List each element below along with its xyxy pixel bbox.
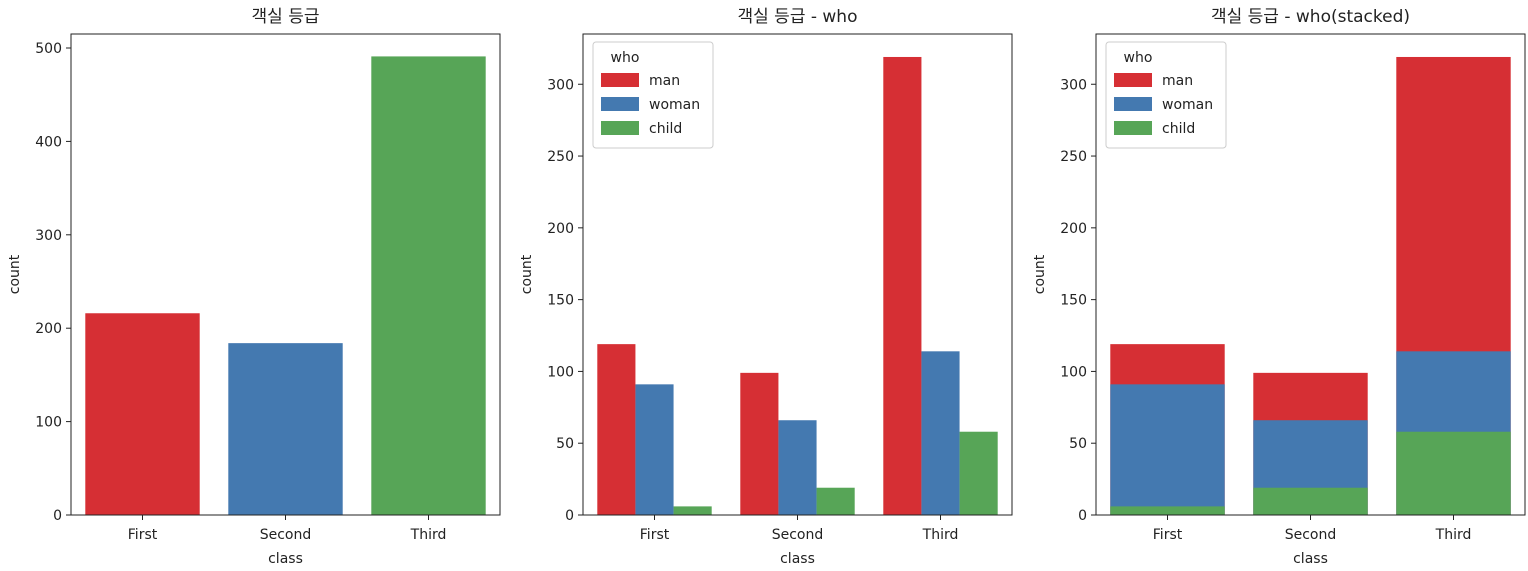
- y-axis-label: count: [1032, 254, 1048, 294]
- y-tick-label: 100: [1060, 364, 1087, 380]
- chart-panel-3: 0 50 100 150 200 250 300 First Second Third class c…: [1032, 7, 1526, 567]
- legend-title: who: [611, 50, 640, 66]
- y-tick-label: 300: [1060, 77, 1087, 93]
- y-tick-label: 250: [1060, 149, 1087, 165]
- chart-panel-1: 0 100 200 300 400 500 First Second Third class cou…: [7, 7, 501, 567]
- bar-second: [228, 343, 343, 515]
- y-tick-label: 150: [547, 293, 574, 309]
- y-tick-label: 200: [35, 321, 62, 337]
- y-tick-label: 0: [565, 508, 574, 524]
- y-tick-label: 100: [35, 415, 62, 431]
- y-tick-label: 200: [547, 221, 574, 237]
- bars-group: [1110, 56, 1511, 515]
- x-tick-label: First: [128, 527, 158, 543]
- chart-title: 객실 등급 - who(stacked): [1211, 7, 1410, 27]
- legend-swatch-man: [601, 73, 639, 87]
- bars-group: [85, 56, 486, 516]
- x-tick-label: Third: [410, 527, 447, 543]
- legend-title: who: [1124, 50, 1153, 66]
- x-axis-label: class: [1293, 551, 1328, 567]
- y-tick-label: 0: [1078, 508, 1087, 524]
- bar-child-first: [673, 506, 712, 515]
- y-axis-label: count: [519, 254, 535, 294]
- x-tick-label: Second: [1285, 527, 1337, 543]
- bar-child-first: [1110, 506, 1225, 515]
- bar-man-second: [740, 372, 779, 515]
- legend-label-man: man: [1162, 73, 1193, 89]
- chart-panel-2: 0 50 100 150 200 250 300 First Second Third class c…: [519, 7, 1013, 567]
- legend-label-woman: woman: [649, 97, 700, 113]
- y-tick-label: 300: [35, 228, 62, 244]
- legend-swatch-woman: [601, 97, 639, 111]
- legend-swatch-child: [601, 121, 639, 135]
- bar-child-second: [1253, 487, 1368, 515]
- bar-woman-second: [778, 420, 817, 515]
- x-tick-label: Third: [1435, 527, 1472, 543]
- legend-swatch-woman: [1114, 97, 1152, 111]
- bar-child-third: [1396, 431, 1511, 515]
- y-tick-label: 50: [1069, 436, 1087, 452]
- legend-label-child: child: [1162, 121, 1195, 137]
- x-tick-label: First: [1153, 527, 1183, 543]
- bar-child-third: [959, 431, 998, 515]
- chart-title: 객실 등급 - who: [738, 7, 858, 27]
- legend-label-man: man: [649, 73, 680, 89]
- y-tick-label: 300: [547, 77, 574, 93]
- bar-child-second: [816, 487, 855, 515]
- y-axis-label: count: [7, 254, 23, 294]
- bar-man-third: [883, 56, 922, 515]
- legend-swatch-man: [1114, 73, 1152, 87]
- y-tick-label: 50: [556, 436, 574, 452]
- y-tick-label: 200: [1060, 221, 1087, 237]
- chart-title: 객실 등급: [252, 7, 320, 27]
- x-tick-label: Second: [772, 527, 824, 543]
- y-tick-label: 250: [547, 149, 574, 165]
- x-tick-label: First: [640, 527, 670, 543]
- x-axis-label: class: [780, 551, 815, 567]
- y-tick-label: 500: [35, 41, 62, 57]
- y-tick-label: 400: [35, 134, 62, 150]
- bar-woman-third: [921, 351, 960, 515]
- legend-swatch-child: [1114, 121, 1152, 135]
- x-tick-label: Second: [260, 527, 312, 543]
- bar-first: [85, 313, 200, 515]
- y-tick-label: 0: [53, 508, 62, 524]
- y-tick-label: 100: [547, 364, 574, 380]
- bar-man-first: [597, 344, 636, 515]
- legend-label-child: child: [649, 121, 682, 137]
- bar-woman-first: [635, 384, 674, 515]
- bar-woman-first: [1110, 384, 1225, 515]
- bar-third: [371, 56, 486, 516]
- legend-label-woman: woman: [1162, 97, 1213, 113]
- x-axis-label: class: [268, 551, 303, 567]
- x-tick-label: Third: [922, 527, 959, 543]
- bars-group: [597, 56, 998, 515]
- y-tick-label: 150: [1060, 293, 1087, 309]
